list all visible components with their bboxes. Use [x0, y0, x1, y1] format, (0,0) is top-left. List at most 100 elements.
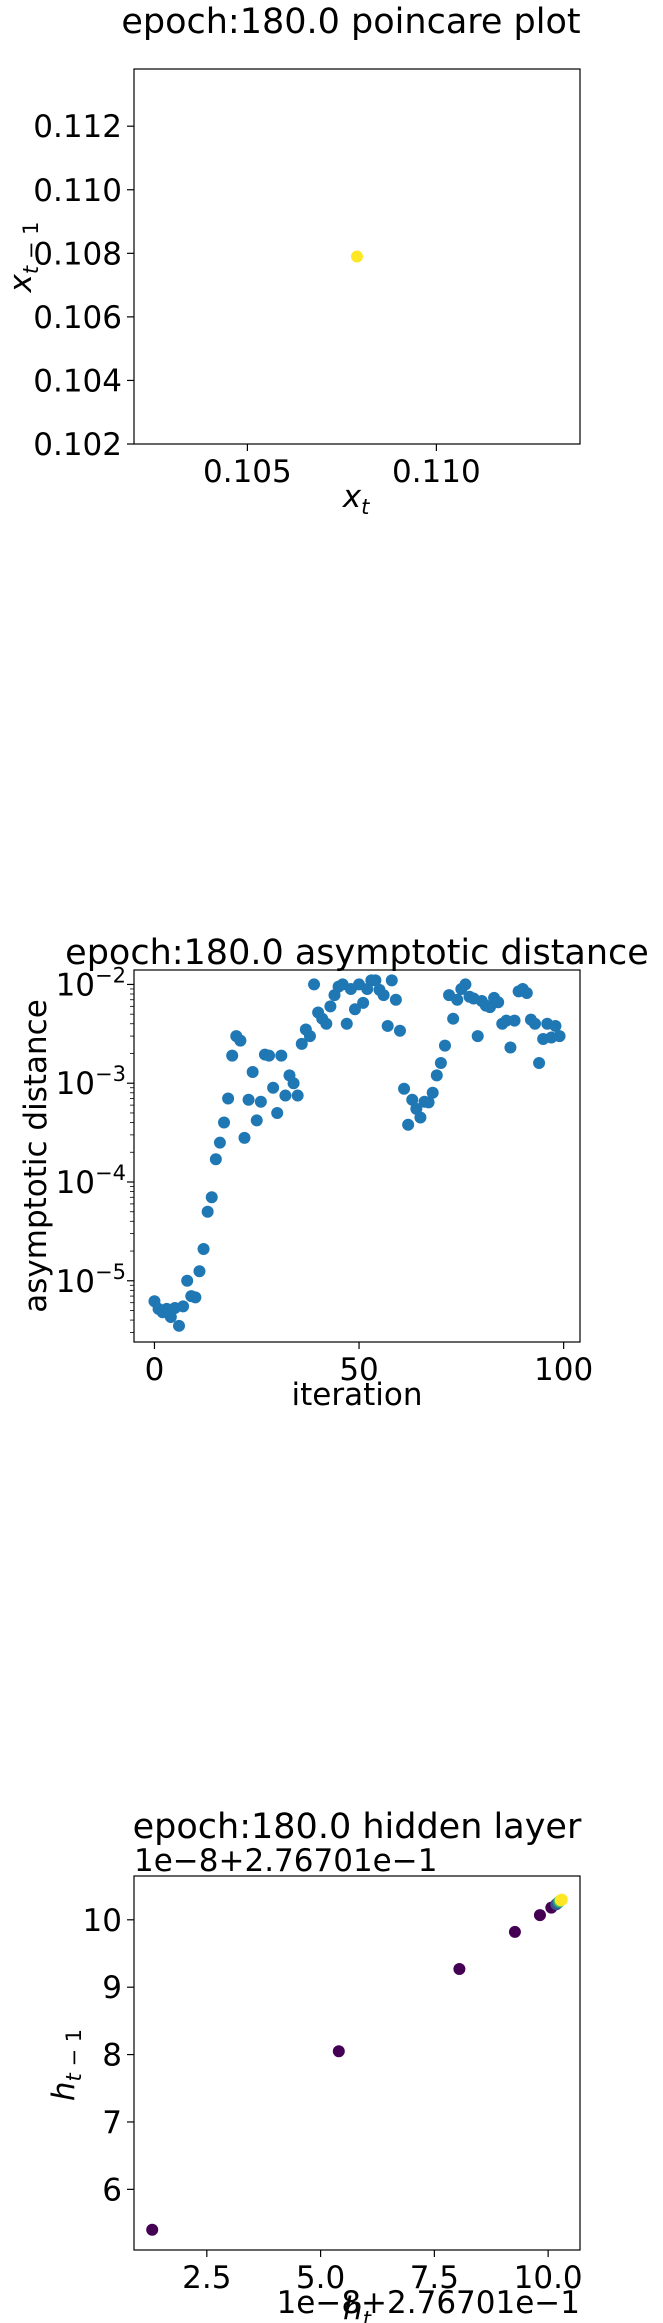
- asymptotic-point: [193, 1265, 206, 1278]
- asymptotic-distance-chart: epoch:180.0 asymptotic distance 0 50 100 1…: [18, 933, 649, 1413]
- poincare-y-ticks: 0.102 0.104 0.106 0.108 0.110 0.112: [33, 109, 134, 463]
- asymptotic-point: [389, 993, 402, 1006]
- asymptotic-y-tick-label: 10−4: [56, 1161, 126, 1201]
- hidden-layer-x-tick-label: 7.5: [410, 2260, 459, 2296]
- asymptotic-point: [189, 1291, 202, 1304]
- poincare-y-tick-label: 0.104: [33, 363, 122, 399]
- asymptotic-point: [320, 1017, 333, 1030]
- asymptotic-y-tick-label: 10−2: [56, 963, 126, 1003]
- hidden-layer-y-tick-label: 10: [83, 1903, 122, 1939]
- poincare-x-tick-label: 0.105: [203, 454, 292, 490]
- hidden-layer-y-tick-label: 6: [102, 2172, 122, 2208]
- hidden-layer-x-offset: 1e−8+2.76701e−1: [277, 2285, 580, 2321]
- asymptotic-point: [234, 1034, 247, 1047]
- poincare-plot-chart: epoch:180.0 poincare plot 0.105 0.110 0.1…: [3, 2, 581, 519]
- poincare-points: [351, 250, 363, 263]
- asymptotic-point: [430, 1069, 443, 1082]
- asymptotic-point: [263, 1049, 276, 1062]
- asymptotic-point: [279, 1089, 292, 1102]
- asymptotic-point: [287, 1077, 300, 1090]
- asymptotic-point: [426, 1086, 439, 1099]
- poincare-y-axis-label: xt − 1: [3, 222, 43, 294]
- hidden-layer-chart: epoch:180.0 hidden layer 1e−8+2.76701e−1…: [46, 1807, 583, 2323]
- poincare-plot-title: epoch:180.0 poincare plot: [121, 2, 580, 42]
- hidden-layer-title: epoch:180.0 hidden layer: [133, 1807, 582, 1847]
- asymptotic-point: [393, 1024, 406, 1037]
- asymptotic-point: [303, 1030, 316, 1043]
- asymptotic-point: [242, 1093, 255, 1106]
- poincare-x-axis-label: xt: [342, 479, 370, 519]
- hidden-layer-x-axis-label: ht: [343, 2291, 372, 2323]
- asymptotic-point: [398, 1082, 411, 1095]
- hidden-layer-x-tick-label: 10.0: [514, 2260, 583, 2296]
- asymptotic-x-tick-label: 100: [534, 1352, 593, 1388]
- hidden-layer-point: [453, 1962, 466, 1975]
- asymptotic-point: [549, 1019, 562, 1032]
- asymptotic-x-axis-label: iteration: [292, 1377, 423, 1413]
- poincare-y-tick-label: 0.112: [33, 109, 122, 145]
- asymptotic-point: [348, 1003, 361, 1016]
- hidden-layer-points: [146, 1893, 568, 2236]
- asymptotic-point: [181, 1274, 194, 1287]
- asymptotic-point: [201, 1205, 214, 1218]
- asymptotic-point: [357, 996, 370, 1009]
- asymptotic-point: [422, 1096, 435, 1109]
- asymptotic-point: [553, 1030, 566, 1043]
- hidden-layer-point: [146, 2223, 159, 2236]
- asymptotic-point: [177, 1300, 190, 1313]
- poincare-y-tick-label: 0.102: [33, 427, 122, 463]
- asymptotic-points: [148, 974, 566, 1332]
- asymptotic-point: [213, 1136, 226, 1149]
- asymptotic-point: [369, 974, 382, 987]
- hidden-layer-y-offset: 1e−8+2.76701e−1: [134, 1843, 437, 1879]
- asymptotic-point: [238, 1131, 251, 1144]
- asymptotic-point: [173, 1319, 186, 1332]
- asymptotic-y-tick-label: 10−5: [56, 1260, 126, 1300]
- asymptotic-point: [308, 978, 321, 991]
- asymptotic-distance-title: epoch:180.0 asymptotic distance: [65, 933, 649, 973]
- asymptotic-point: [324, 1000, 337, 1013]
- poincare-point: [351, 250, 363, 263]
- hidden-layer-point: [533, 1909, 546, 1922]
- asymptotic-distance-frame: [133, 969, 581, 1343]
- hidden-layer-y-ticks: 6 7 8 9 10: [83, 1903, 134, 2208]
- asymptotic-y-ticks: 10−5 10−4 10−3 10−2: [56, 963, 134, 1333]
- asymptotic-point: [406, 1093, 419, 1106]
- asymptotic-point: [267, 1081, 280, 1094]
- asymptotic-point: [295, 1037, 308, 1050]
- asymptotic-point: [275, 1049, 288, 1062]
- asymptotic-point: [222, 1092, 235, 1105]
- hidden-layer-point: [332, 2045, 345, 2058]
- asymptotic-point: [414, 1111, 427, 1124]
- poincare-x-tick-label: 0.110: [392, 454, 481, 490]
- poincare-y-tick-label: 0.110: [33, 173, 122, 209]
- asymptotic-point: [271, 1106, 284, 1119]
- asymptotic-point: [226, 1049, 239, 1062]
- asymptotic-point: [291, 1089, 304, 1102]
- asymptotic-y-axis-label: asymptotic distance: [18, 999, 54, 1313]
- asymptotic-point: [164, 1310, 177, 1323]
- poincare-x-ticks: 0.105 0.110: [203, 444, 481, 490]
- asymptotic-point: [434, 1057, 447, 1070]
- asymptotic-point: [250, 1114, 263, 1127]
- asymptotic-point: [377, 989, 390, 1002]
- asymptotic-x-ticks: 0 50 100: [145, 1342, 593, 1388]
- asymptotic-point: [471, 1030, 484, 1043]
- hidden-layer-x-ticks: 2.5 5.0 7.5 10.0: [182, 2250, 583, 2296]
- asymptotic-point: [528, 1017, 541, 1030]
- asymptotic-point: [209, 1153, 222, 1166]
- hidden-layer-y-tick-label: 9: [102, 1970, 122, 2006]
- asymptotic-point: [205, 1191, 218, 1204]
- poincare-y-tick-label: 0.108: [33, 236, 122, 272]
- asymptotic-point: [459, 978, 472, 991]
- hidden-layer-x-tick-label: 5.0: [296, 2260, 345, 2296]
- poincare-plot-frame: [133, 68, 581, 445]
- asymptotic-point: [385, 974, 398, 987]
- asymptotic-point: [340, 1017, 353, 1030]
- asymptotic-point: [492, 996, 505, 1009]
- asymptotic-point: [451, 993, 464, 1006]
- asymptotic-point: [246, 1065, 259, 1078]
- asymptotic-point: [402, 1118, 415, 1131]
- poincare-y-tick-label: 0.106: [33, 300, 122, 336]
